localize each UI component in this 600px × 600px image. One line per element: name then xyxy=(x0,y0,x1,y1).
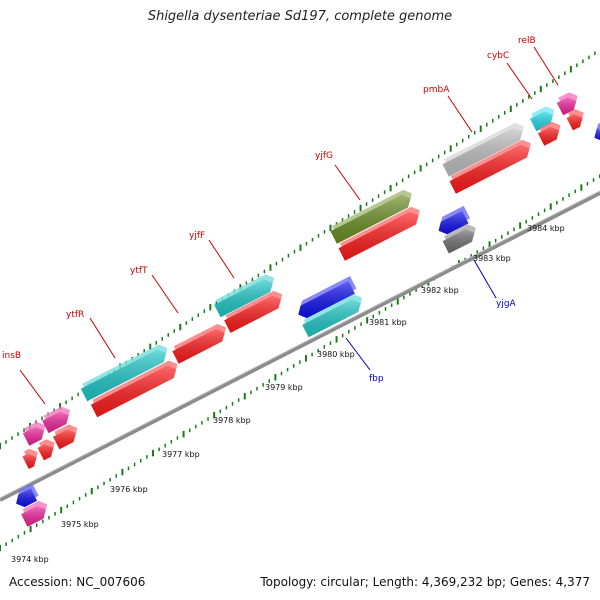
tick-label: 3975 kbp xyxy=(61,520,99,529)
gene-label-insB: insB xyxy=(2,351,21,361)
gene-label-ytfR: ytfR xyxy=(66,310,84,320)
gene-label-ytfT: ytfT xyxy=(130,266,148,276)
gene-yjfG-shade xyxy=(330,194,411,244)
gene-label-fbp: fbp xyxy=(369,374,384,384)
tick-label: 3983 kbp xyxy=(473,254,511,263)
leader-ytfT xyxy=(151,274,179,314)
gene-features xyxy=(16,92,600,527)
gene-label-yjfG: yjfG xyxy=(315,151,333,161)
gene-label-pmbA: pmbA xyxy=(423,85,450,95)
backbone-line xyxy=(0,191,600,502)
gene-relB-red-shade xyxy=(566,114,583,131)
tick-label: 3982 kbp xyxy=(421,286,459,295)
tick-dot-lines xyxy=(0,51,600,552)
gene-left-blue-shade xyxy=(16,488,38,508)
tick-label: 3974 kbp xyxy=(11,555,49,564)
gene-fbp-blue-shade xyxy=(298,281,355,319)
gene-label-yjfF: yjfF xyxy=(189,231,205,241)
tick-label: 3981 kbp xyxy=(369,318,407,327)
gene-yjfG-red-shade xyxy=(338,211,419,261)
summary-text: Topology: circular; Length: 4,369,232 bp… xyxy=(260,575,590,589)
gene-insB-b-shade xyxy=(42,411,69,434)
leader-yjgA xyxy=(473,259,497,299)
labels: 3974 kbp 3975 kbp 3976 kbp 3977 kbp 3978 kbp… xyxy=(2,36,565,564)
gene-label-yjgA: yjgA xyxy=(496,299,517,309)
gene-relB-shade xyxy=(556,97,576,116)
leader-relB xyxy=(533,46,559,86)
leader-yjfG xyxy=(334,164,361,201)
leader-insB xyxy=(19,369,46,405)
leader-yjfF xyxy=(208,239,235,279)
backbone-highlight xyxy=(0,190,600,499)
tick-label: 3976 kbp xyxy=(110,485,148,494)
gene-cybC-shade xyxy=(530,111,553,132)
gene-cybC-red-shade xyxy=(537,126,559,146)
gene-insB-red-b-shade xyxy=(53,429,76,450)
map-title: Shigella dysenteriae Sd197, complete gen… xyxy=(147,9,453,24)
gene-yjfF-red-shade xyxy=(224,295,281,333)
label-leaders xyxy=(19,46,559,405)
gene-label-cybC: cybC xyxy=(487,51,509,61)
gene-ytfT-red-shade xyxy=(172,329,225,364)
leader-cybC xyxy=(506,62,533,100)
gene-edge-blue-shade xyxy=(594,128,600,141)
leader-fbp xyxy=(345,337,371,371)
gene-pmbA-red-shade xyxy=(449,144,530,194)
gene-ytfR-shade xyxy=(80,349,166,402)
tick-label: 3984 kbp xyxy=(527,224,565,233)
gene-yjgA-blue-shade xyxy=(438,210,469,235)
gene-insB-a-shade xyxy=(22,426,44,446)
gene-yjfF-shade xyxy=(214,279,273,318)
gene-left-pink-shade xyxy=(21,506,46,527)
gene-insB-red-a-shade xyxy=(37,444,54,461)
genome-backbone xyxy=(0,190,600,502)
gene-fbp-shade xyxy=(302,299,361,338)
tick-label: 3979 kbp xyxy=(265,383,303,392)
gene-yjgA-shade xyxy=(442,229,475,254)
gene-pmbA-shade xyxy=(442,127,523,177)
tick-label: 3978 kbp xyxy=(213,416,251,425)
accession-text: Accession: NC_007606 xyxy=(9,575,146,589)
gene-label-relB: relB xyxy=(518,36,536,46)
tick-label: 3977 kbp xyxy=(162,450,200,459)
tick-label: 3980 kbp xyxy=(317,350,355,359)
gene-insB-red-c-shade xyxy=(22,453,37,469)
gene-ytfR-red-shade xyxy=(90,365,176,418)
leader-ytfR xyxy=(89,317,116,359)
leader-pmbA xyxy=(447,95,473,133)
